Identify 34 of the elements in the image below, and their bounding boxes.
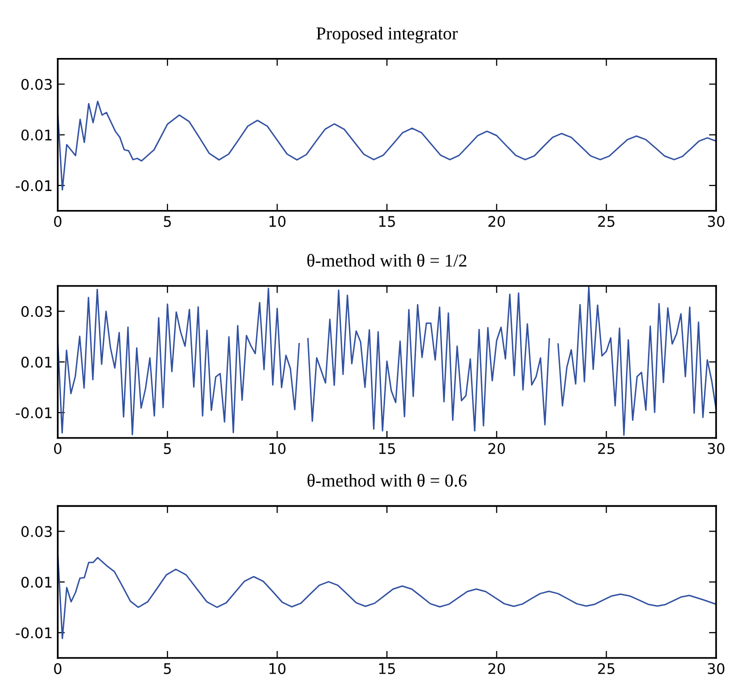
y-tick-label: 0.03	[21, 306, 52, 318]
x-tick-label: 5	[164, 443, 171, 454]
x-tick-label: 0	[54, 663, 62, 674]
y-tick-label: 0.03	[21, 78, 52, 90]
x-tick-label: 10	[270, 443, 286, 454]
x-tick-label: 20	[488, 663, 505, 674]
y-tick-label: -0.01	[16, 627, 52, 638]
x-tick-label: 25	[598, 443, 614, 454]
chart-title: Proposed integrator	[316, 26, 458, 44]
y-tick-label: -0.01	[16, 180, 52, 192]
x-tick-label: 5	[164, 216, 171, 227]
x-tick-label: 0	[54, 216, 62, 227]
chart-title: θ-method with θ = 1/2	[307, 254, 466, 267]
chart-title: θ-method with θ = 0.6	[308, 474, 467, 487]
x-tick-label: 20	[488, 216, 505, 227]
x-tick-label: 30	[708, 663, 724, 674]
x-tick-label: 25	[598, 216, 614, 227]
x-tick-label: 30	[708, 216, 724, 227]
x-tick-label: 0	[54, 443, 62, 454]
x-tick-label: 30	[708, 443, 724, 454]
x-tick-label: 20	[488, 443, 505, 454]
x-tick-label: 15	[379, 443, 395, 454]
y-tick-label: 0.01	[21, 576, 52, 588]
y-tick-label: 0.01	[21, 130, 52, 141]
x-tick-label: 25	[598, 663, 614, 674]
y-tick-label: 0.01	[21, 356, 52, 368]
y-tick-label: 0.03	[21, 526, 52, 538]
x-tick-label: 10	[270, 663, 286, 674]
x-tick-label: 15	[379, 216, 395, 227]
x-tick-label: 15	[379, 663, 395, 674]
x-tick-label: 10	[270, 216, 286, 227]
y-tick-label: -0.01	[16, 407, 52, 418]
line-series	[58, 100, 716, 190]
x-tick-label: 5	[164, 663, 171, 674]
